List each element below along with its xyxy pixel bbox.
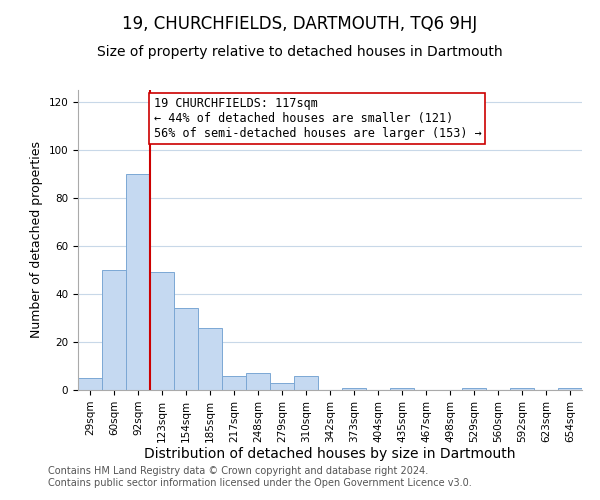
Bar [222, 376, 246, 390]
Y-axis label: Number of detached properties: Number of detached properties [30, 142, 43, 338]
Bar [246, 373, 270, 390]
Bar [558, 388, 582, 390]
Bar [126, 174, 150, 390]
Bar [342, 388, 366, 390]
Text: 19, CHURCHFIELDS, DARTMOUTH, TQ6 9HJ: 19, CHURCHFIELDS, DARTMOUTH, TQ6 9HJ [122, 15, 478, 33]
Bar [390, 388, 414, 390]
Bar [198, 328, 222, 390]
Bar [102, 270, 126, 390]
Bar [462, 388, 486, 390]
Bar [78, 378, 102, 390]
Bar [150, 272, 174, 390]
Text: Contains HM Land Registry data © Crown copyright and database right 2024.
Contai: Contains HM Land Registry data © Crown c… [48, 466, 472, 487]
Text: 19 CHURCHFIELDS: 117sqm
← 44% of detached houses are smaller (121)
56% of semi-d: 19 CHURCHFIELDS: 117sqm ← 44% of detache… [154, 97, 481, 140]
Bar [270, 383, 294, 390]
Bar [174, 308, 198, 390]
Bar [294, 376, 318, 390]
X-axis label: Distribution of detached houses by size in Dartmouth: Distribution of detached houses by size … [144, 448, 516, 462]
Bar [510, 388, 534, 390]
Text: Size of property relative to detached houses in Dartmouth: Size of property relative to detached ho… [97, 45, 503, 59]
